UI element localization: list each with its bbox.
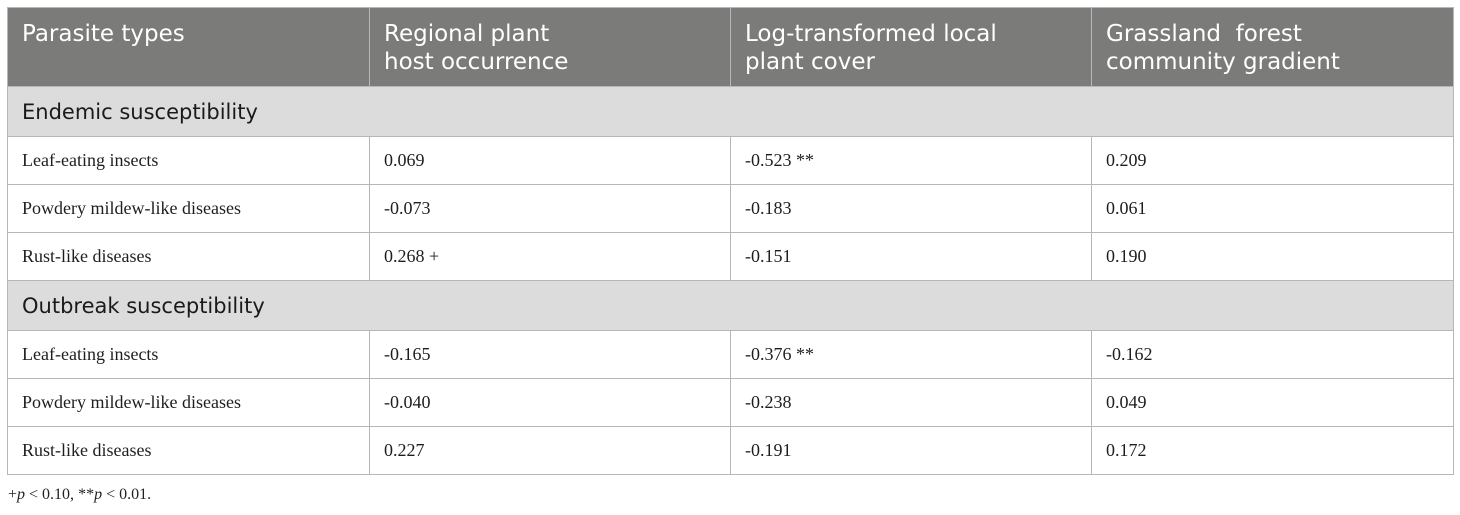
table-cell: 0.268 +: [369, 232, 731, 281]
table-cell: 0.209: [1091, 136, 1454, 185]
section-header-row: Outbreak susceptibility: [7, 280, 1454, 331]
table-row: Leaf-eating insects -0.165 -0.376 ** -0.…: [7, 330, 1454, 379]
table-row: Leaf-eating insects 0.069 -0.523 ** 0.20…: [7, 136, 1454, 185]
table-cell: Rust-like diseases: [7, 232, 370, 281]
section-title: Endemic susceptibility: [7, 86, 1454, 137]
table-cell: -0.523 **: [730, 136, 1092, 185]
footnote-variable: p: [94, 486, 103, 503]
table-footnote: +p < 0.10, **p < 0.01.: [8, 486, 151, 504]
table-cell: 0.190: [1091, 232, 1454, 281]
table-cell: 0.227: [369, 426, 731, 475]
table-cell: Rust-like diseases: [7, 426, 370, 475]
table-cell: -0.191: [730, 426, 1092, 475]
table-cell: -0.376 **: [730, 330, 1092, 379]
table-cell: 0.069: [369, 136, 731, 185]
table-cell: -0.162: [1091, 330, 1454, 379]
table-cell: Leaf-eating insects: [7, 330, 370, 379]
table-cell: Powdery mildew-like diseases: [7, 378, 370, 427]
column-header-log-cover: Log-transformed local plant cover: [730, 7, 1092, 87]
table-cell: Leaf-eating insects: [7, 136, 370, 185]
section-header-row: Endemic susceptibility: [7, 86, 1454, 137]
table-cell: -0.151: [730, 232, 1092, 281]
column-header-regional-occurrence: Regional plant host occurrence: [369, 7, 731, 87]
table-cell: Powdery mildew-like diseases: [7, 184, 370, 233]
table-cell: -0.183: [730, 184, 1092, 233]
footnote-symbol: **: [78, 486, 95, 503]
table-row: Rust-like diseases 0.227 -0.191 0.172: [7, 426, 1454, 475]
footnote-threshold: < 0.10,: [25, 486, 79, 503]
footnote-threshold: < 0.01.: [102, 486, 152, 503]
column-header-parasite-types: Parasite types: [7, 7, 370, 87]
footnote-variable: p: [17, 486, 26, 503]
table-cell: -0.165: [369, 330, 731, 379]
table-cell: -0.238: [730, 378, 1092, 427]
table-row: Powdery mildew-like diseases -0.040 -0.2…: [7, 378, 1454, 427]
table-cell: 0.061: [1091, 184, 1454, 233]
table-cell: -0.073: [369, 184, 731, 233]
footnote-symbol: +: [8, 486, 18, 503]
table-cell: -0.040: [369, 378, 731, 427]
table-cell: 0.172: [1091, 426, 1454, 475]
section-title: Outbreak susceptibility: [7, 280, 1454, 331]
table-row: Rust-like diseases 0.268 + -0.151 0.190: [7, 232, 1454, 281]
column-header-community-gradient: Grassland forest community gradient: [1091, 7, 1454, 87]
results-table: Parasite types Regional plant host occur…: [7, 7, 1454, 475]
header-row: Parasite types Regional plant host occur…: [7, 7, 1454, 87]
table-row: Powdery mildew-like diseases -0.073 -0.1…: [7, 184, 1454, 233]
table-cell: 0.049: [1091, 378, 1454, 427]
